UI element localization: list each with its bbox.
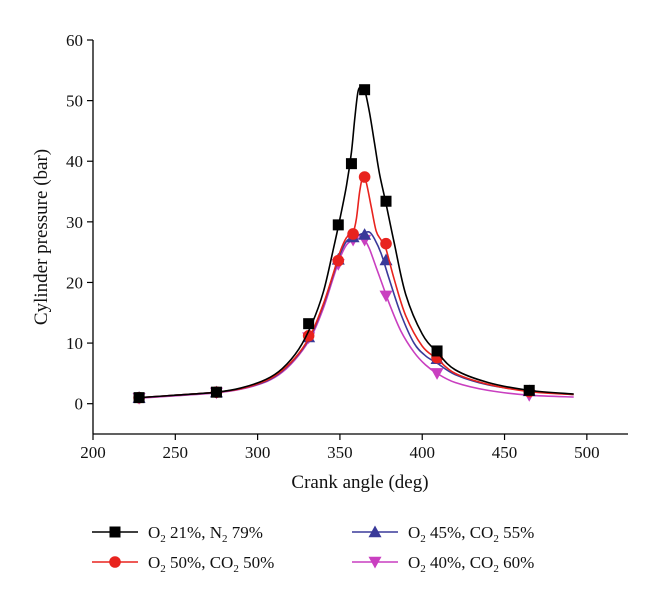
legend-subscript: 2 (420, 533, 426, 545)
y-axis-title: Cylinder pressure (bar) (31, 149, 52, 325)
legend-label: O2 21%, N2 79% (148, 523, 263, 545)
square-marker (303, 318, 315, 330)
circle-marker (380, 237, 392, 250)
square-marker (523, 384, 535, 396)
series-group (132, 228, 574, 403)
legend-text-part: 50%, CO (166, 553, 234, 572)
legend-text-part: O (148, 523, 160, 542)
square-marker (332, 219, 344, 231)
legend-item: O2 45%, CO2 55% (352, 523, 534, 545)
x-axis-title: Crank angle (deg) (291, 472, 428, 493)
series-group (133, 171, 574, 404)
legend-subscript: 2 (233, 563, 239, 575)
y-tick-label: 50 (66, 92, 83, 111)
series-line (139, 175, 574, 399)
series-line (139, 230, 574, 399)
circle-marker (332, 254, 345, 267)
y-tick-label: 30 (66, 213, 83, 232)
legend-text-part: 60% (499, 553, 534, 572)
square-marker (359, 84, 371, 96)
legend-item: O2 40%, CO2 60% (352, 553, 534, 575)
series-layer (132, 84, 574, 405)
x-tick-label: 450 (492, 443, 518, 462)
legend-text-part: O (148, 553, 160, 572)
axis-ticks: 200 250 300 350 400 450 500 0 10 20 30 40 50 60 (66, 31, 600, 462)
legend-item: O2 50%, CO2 50% (92, 553, 274, 575)
legend-text-part: 55% (499, 523, 534, 542)
legend-subscript: 2 (420, 563, 426, 575)
x-tick-label: 300 (245, 443, 271, 462)
legend-text-part: 21%, N (166, 523, 222, 542)
series-line (139, 237, 574, 400)
legend-subscript: 2 (493, 533, 499, 545)
triangle-up-marker (368, 525, 382, 538)
legend-text-part: 45%, CO (426, 523, 494, 542)
legend-label: O2 45%, CO2 55% (408, 523, 534, 545)
legend-label: O2 40%, CO2 60% (408, 553, 534, 575)
x-tick-label: 400 (409, 443, 435, 462)
legend-text-part: 79% (227, 523, 262, 542)
triangle-down-marker (368, 556, 382, 569)
square-marker (431, 345, 443, 357)
legend-item: O2 21%, N2 79% (92, 523, 263, 545)
legend-label: O2 50%, CO2 50% (148, 553, 274, 575)
square-marker (210, 386, 222, 398)
x-tick-label: 350 (327, 443, 353, 462)
legend-text-part: O (408, 523, 420, 542)
x-tick-label: 200 (80, 443, 106, 462)
legend-subscript: 2 (493, 563, 499, 575)
plot-axes (92, 40, 628, 435)
triangle-down-marker (430, 368, 444, 380)
y-tick-label: 20 (66, 273, 83, 292)
square-marker (380, 195, 392, 207)
y-tick-label: 0 (75, 395, 84, 414)
y-tick-label: 40 (66, 152, 83, 171)
legend-text-part: 50% (239, 553, 274, 572)
triangle-up-marker (358, 228, 372, 240)
square-marker (345, 158, 357, 170)
circle-marker (109, 556, 121, 568)
x-tick-label: 250 (163, 443, 189, 462)
series-group (133, 84, 574, 404)
square-marker (109, 526, 121, 538)
square-marker (133, 392, 145, 404)
legend-subscript: 2 (160, 533, 166, 545)
series-group (132, 234, 574, 405)
circle-marker (358, 171, 371, 183)
y-tick-label: 60 (66, 31, 83, 50)
series-line (139, 85, 574, 399)
legend-text-part: 40%, CO (426, 553, 494, 572)
legend-subscript: 2 (160, 563, 166, 575)
triangle-down-marker (379, 290, 393, 303)
chart-legend: O2 21%, N2 79%O2 50%, CO2 50%O2 45%, CO2… (92, 523, 534, 575)
y-tick-label: 10 (66, 334, 83, 353)
x-tick-label: 500 (574, 443, 600, 462)
legend-subscript: 2 (222, 533, 228, 545)
circle-marker (347, 228, 359, 240)
legend-text-part: O (408, 553, 420, 572)
